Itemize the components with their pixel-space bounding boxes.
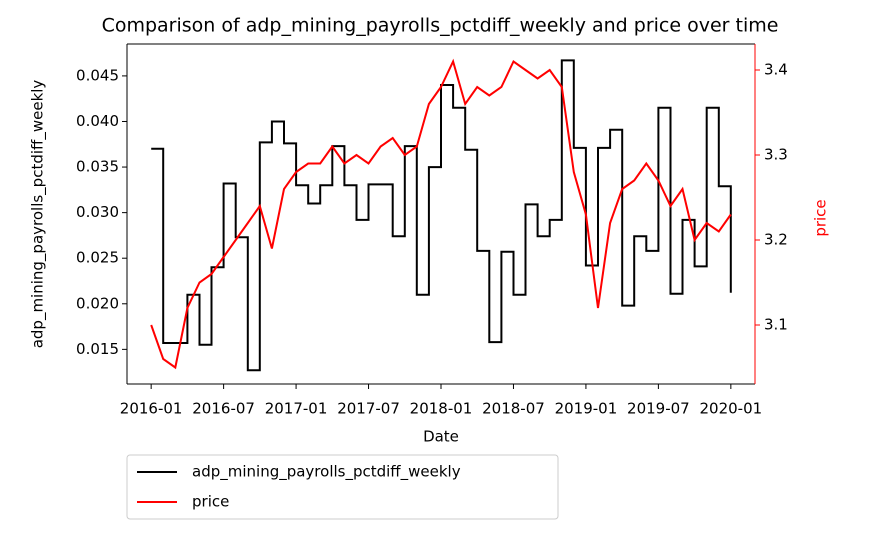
y-tick-label: 0.035	[76, 158, 119, 176]
x-tick-label: 2016-07	[192, 400, 255, 418]
y-tick-label: 0.020	[76, 294, 119, 312]
chart-title: Comparison of adp_mining_payrolls_pctdif…	[102, 15, 779, 37]
y-tick-label: 0.040	[76, 112, 119, 130]
x-tick-label: 2019-01	[555, 400, 618, 418]
legend-box	[126, 454, 559, 520]
y-tick-label: 0.045	[76, 66, 119, 84]
y-tick-label: 0.015	[76, 340, 119, 358]
x-axis-label: Date	[423, 428, 459, 446]
legend-label: adp_mining_payrolls_pctdiff_weekly	[192, 463, 461, 482]
x-tick-label: 2017-01	[265, 400, 328, 418]
y2-tick-label: 3.1	[764, 316, 788, 334]
y2-tick-label: 3.2	[764, 231, 788, 249]
legend-label: price	[192, 493, 229, 511]
y2-tick-label: 3.3	[764, 146, 788, 164]
y-tick-label: 0.030	[76, 203, 119, 221]
line-series	[150, 58, 732, 370]
y2-axis-label: price	[812, 199, 830, 236]
y2-tick-label: 3.4	[764, 61, 788, 79]
x-tick-label: 2018-01	[410, 400, 473, 418]
x-tick-label: 2019-07	[627, 400, 690, 418]
line-series	[151, 59, 732, 372]
y-axis-label: adp_mining_payrolls_pctdiff_weekly	[29, 80, 48, 349]
x-tick-label: 2018-07	[482, 400, 545, 418]
x-tick-label: 2016-01	[120, 400, 183, 418]
y-tick-label: 0.025	[76, 249, 119, 267]
x-tick-label: 2020-01	[700, 400, 763, 418]
x-tick-label: 2017-07	[337, 400, 400, 418]
